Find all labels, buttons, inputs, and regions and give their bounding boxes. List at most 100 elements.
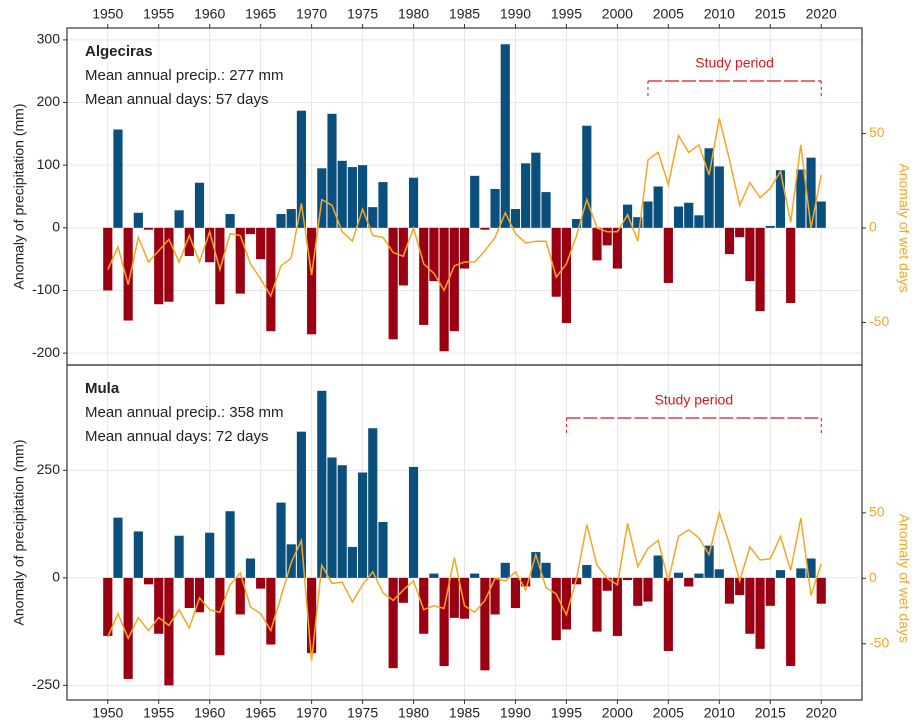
bar [133,212,143,228]
bar [164,227,174,302]
bar [408,466,419,578]
bar [663,577,673,651]
bar [235,577,245,615]
y2-tick-label: 50 [869,504,885,520]
bar [174,535,184,578]
x-tick-label: 2005 [653,705,684,721]
plot-area [67,365,862,700]
bar [266,577,276,645]
bar [796,169,806,228]
bar [765,225,775,228]
bar [663,227,673,283]
bar [317,168,327,228]
bar [286,209,296,228]
bar [612,577,622,636]
x-tick-label: 2015 [755,6,786,22]
bar [735,577,745,596]
bar [225,511,235,578]
y-tick-label: 100 [37,156,61,172]
x-tick-label: 1980 [398,705,429,721]
bar [561,577,572,630]
bar [184,577,194,608]
bar [531,552,541,578]
panel-subtitle: Mean annual precip.: 277 mm [85,67,283,84]
bar [653,186,663,228]
x-tick-label: 1995 [551,705,582,721]
bar [551,227,561,297]
bar [296,110,307,228]
bar [154,227,164,305]
bar [694,215,704,228]
bar [480,577,490,671]
bar [256,577,266,589]
y-tick-label: 250 [37,461,61,477]
bar [612,227,622,269]
x-tick-label: 1950 [92,705,123,721]
x-tick-label: 1985 [449,705,480,721]
bar [357,165,368,228]
bar [459,577,470,619]
bar [470,573,480,578]
panel-subtitle: Mean annual days: 57 days [85,91,268,108]
study-period-label: Study period [655,392,734,408]
y2-axis-title: Anomaly of wet days [896,163,912,292]
bar [694,573,704,578]
bar [572,219,582,228]
bar [388,577,398,669]
bar [449,227,459,332]
bar [633,217,643,228]
bar [123,577,133,679]
y-tick-label: 300 [37,31,61,47]
bar [673,206,684,228]
bar [704,148,714,228]
bar [205,227,215,263]
bar [480,227,490,230]
bar [194,182,205,228]
x-tick-label: 2020 [806,705,837,721]
y2-tick-label: -50 [869,634,889,650]
panel-title: Algeciras [85,43,153,60]
bar [724,227,735,255]
x-tick-label: 1960 [194,705,225,721]
bar [184,227,194,257]
x-tick-label: 1970 [296,6,327,22]
bar [704,545,714,578]
bar [796,568,806,578]
x-tick-label: 1990 [500,6,531,22]
bar [735,227,745,238]
bar [653,555,663,578]
bar [337,465,347,578]
x-tick-label: 1960 [194,6,225,22]
bar [378,182,388,228]
bar [531,152,541,228]
y-tick-label: 0 [52,219,60,235]
y-axis-title: Anomaly of precipitation (mm) [11,104,27,290]
bar [572,577,582,585]
bar [429,227,439,282]
bar [327,113,337,228]
panel-subtitle: Mean annual days: 72 days [85,428,268,445]
bar [551,577,561,641]
bar [592,227,602,261]
y-tick-label: -250 [32,676,60,692]
bar [429,573,439,578]
bar [235,227,245,294]
bar [113,129,123,228]
bar [419,227,429,325]
bar [500,44,510,228]
bar [307,227,317,335]
bar [806,157,816,228]
x-tick-label: 1995 [551,6,582,22]
bar [174,210,184,228]
bar [806,558,816,578]
bar [510,209,521,228]
x-tick-label: 1990 [500,705,531,721]
bar [215,227,225,305]
bar [419,577,429,634]
bar [643,577,653,602]
line [107,510,822,661]
bar [602,227,612,246]
bar [408,177,419,228]
x-tick-label: 2000 [602,6,633,22]
bar [541,192,551,228]
